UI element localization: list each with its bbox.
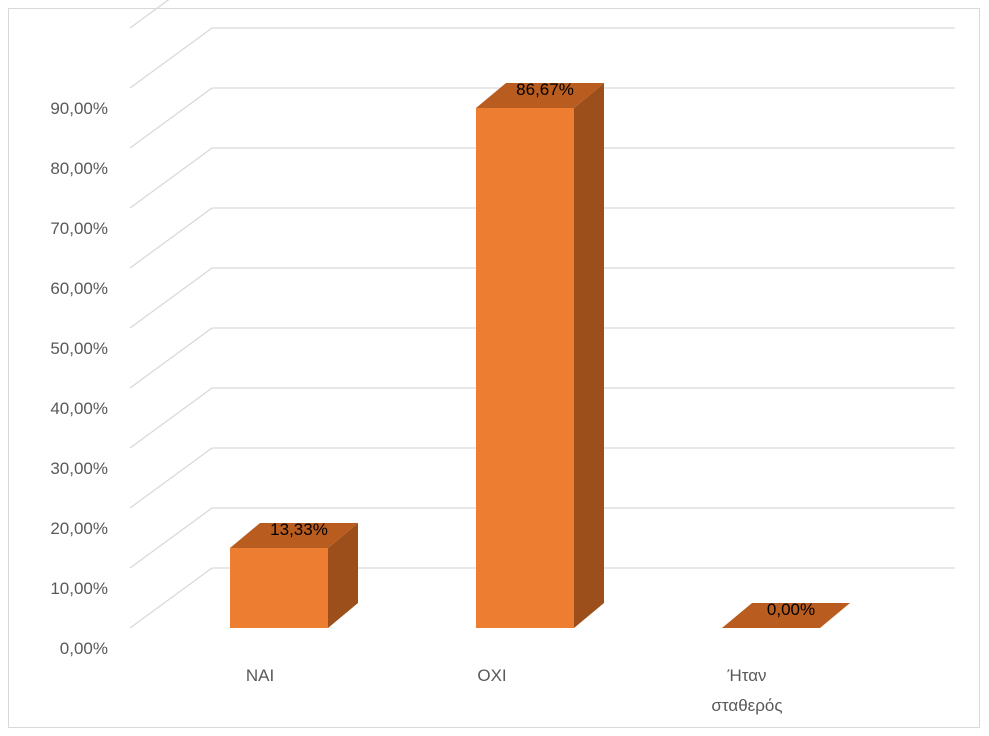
bar: [230, 523, 358, 628]
gridline-diagonal: [129, 147, 213, 209]
bar-side: [574, 82, 604, 629]
bar-top: [722, 603, 850, 628]
category-label-line: Ήταν: [726, 666, 766, 685]
category-label-line: σταθερός: [711, 696, 782, 715]
y-tick-label: 50,00%: [50, 339, 108, 358]
y-tick-label: 20,00%: [50, 519, 108, 538]
data-label: 0,00%: [767, 600, 815, 619]
category-label-line: NAI: [246, 666, 274, 685]
y-tick-label: 90,00%: [50, 99, 108, 118]
category-label-line: OXI: [477, 666, 506, 685]
category-label: OXI: [477, 666, 506, 685]
y-tick-label: 30,00%: [50, 459, 108, 478]
y-tick-label: 40,00%: [50, 399, 108, 418]
gridline-diagonal: [129, 447, 213, 509]
gridline-diagonal: [129, 87, 213, 149]
gridline-diagonal: [129, 567, 213, 629]
category-label: NAI: [246, 666, 274, 685]
bar-top: [230, 523, 358, 549]
gridline-diagonal: [129, 387, 213, 449]
gridline-diagonal: [129, 27, 213, 89]
bar-front: [476, 107, 574, 629]
bar: [476, 82, 604, 629]
y-tick-label: 80,00%: [50, 159, 108, 178]
data-label: 13,33%: [270, 520, 328, 539]
bar-side: [328, 523, 358, 628]
gridline-diagonal: [129, 267, 213, 329]
y-tick-label: 70,00%: [50, 219, 108, 238]
bar-top: [476, 82, 604, 108]
y-tick-label: 0,00%: [60, 639, 108, 658]
gridline-diagonal: [129, 0, 170, 29]
y-axis-ticks: 0,00% 10,00% 20,00% 30,00% 40,00% 50,00% 60,00…: [50, 99, 108, 658]
x-axis-categories: NAI OXI Ήταν σταθερός: [246, 666, 783, 715]
bar: [722, 603, 850, 628]
bars: [230, 82, 850, 629]
gridline-diagonal: [129, 207, 213, 269]
category-label: Ήταν σταθερός: [711, 666, 782, 715]
data-label: 86,67%: [516, 80, 574, 99]
y-tick-label: 60,00%: [50, 279, 108, 298]
y-tick-label: 10,00%: [50, 579, 108, 598]
gridline-diagonal: [129, 327, 213, 389]
bar-front: [230, 548, 328, 628]
data-labels: 13,33% 86,67% 0,00%: [270, 80, 815, 619]
gridline-diagonal: [129, 507, 213, 569]
